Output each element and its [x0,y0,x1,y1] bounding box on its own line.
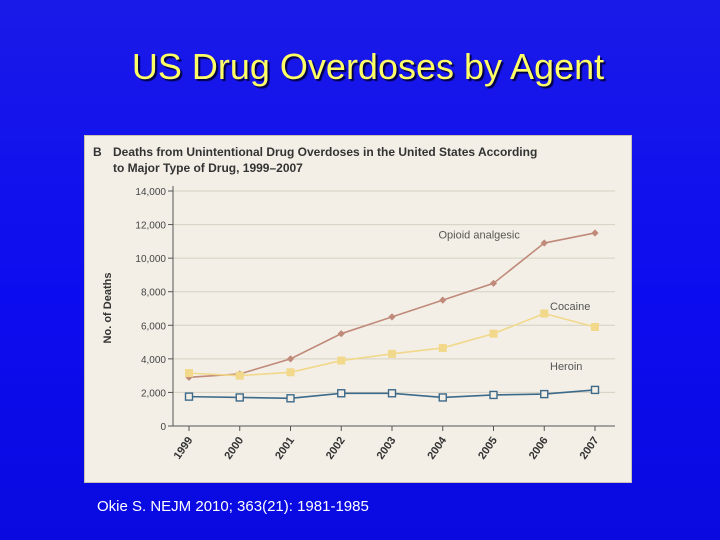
x-tick-label: 2005 [476,435,500,462]
y-tick-label: 2,000 [141,388,166,399]
data-point [438,343,447,352]
data-point [387,389,397,398]
chart-title-line2: to Major Type of Drug, 1999–2007 [113,161,303,175]
panel-letter: B [93,145,102,159]
data-point [185,369,193,378]
y-tick-label: 10,000 [135,254,166,265]
data-point [439,296,447,304]
data-point [540,239,548,247]
y-tick-label: 14,000 [135,187,166,198]
x-tick-label: 2004 [425,434,449,462]
gridlines [173,190,615,427]
series-line-cocaine [188,312,596,377]
y-tick-label: 12,000 [135,221,166,232]
x-tick-label: 1999 [172,435,196,462]
data-point [286,355,295,363]
data-point [388,349,396,358]
x-tick-label: 2000 [222,435,246,462]
data-point [337,389,346,398]
chart-title-line1: Deaths from Unintentional Drug Overdoses… [113,145,537,159]
data-point [590,385,600,395]
line-chart: B Deaths from Unintentional Drug Overdos… [93,145,615,462]
data-point [540,389,549,399]
data-point [438,393,447,402]
data-point [489,329,498,338]
data-point [337,330,345,338]
data-point [489,390,498,400]
data-point [388,313,396,321]
series-group [184,229,600,403]
data-point [286,394,295,403]
x-tick-label: 2002 [324,435,348,462]
axes: 0 2,000 4,000 6,000 8,000 10,000 12,000 14,000 1… [135,186,615,462]
y-tick-label: 8,000 [141,288,166,299]
data-point [286,368,295,377]
series-label: Cocaine [550,301,590,313]
data-point [235,393,244,402]
slide-title: US Drug Overdoses by Agent [131,46,605,87]
chart-panel: B Deaths from Unintentional Drug Overdos… [84,135,632,483]
x-tick-label: 2007 [578,435,602,462]
y-tick-label: 4,000 [141,355,166,366]
series-label: Heroin [550,361,582,373]
data-point [540,309,549,318]
x-tick-label: 2003 [375,435,399,462]
y-tick-label: 0 [160,422,166,433]
citation: Okie S. NEJM 2010; 363(21): 1981-1985 [97,498,369,515]
series-labels: Opioid analgesic Cocaine Heroin [439,229,591,373]
data-point [591,229,599,237]
x-tick-label: 2006 [527,435,551,462]
y-axis-label: No. of Deaths [102,273,114,344]
y-tick-label: 6,000 [141,321,166,332]
x-tick-label: 2001 [273,435,297,462]
data-point [337,356,346,365]
data-point [591,322,599,331]
data-point [235,371,244,380]
data-point [184,392,194,401]
series-label: Opioid analgesic [439,229,521,241]
